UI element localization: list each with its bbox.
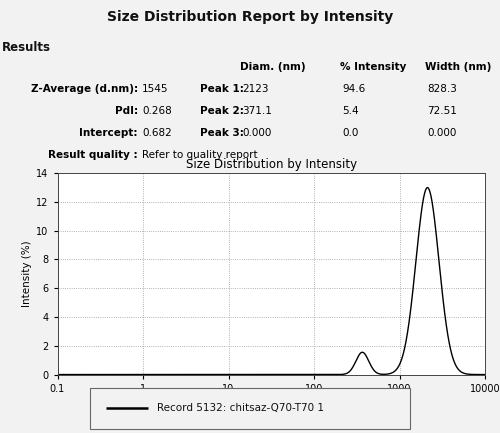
Text: Result quality :: Result quality : bbox=[48, 150, 138, 160]
FancyBboxPatch shape bbox=[90, 388, 410, 429]
Text: 2123: 2123 bbox=[242, 84, 268, 94]
Text: 0.682: 0.682 bbox=[142, 128, 172, 138]
Text: PdI:: PdI: bbox=[115, 106, 138, 116]
Y-axis label: Intensity (%): Intensity (%) bbox=[22, 241, 32, 307]
Text: Diam. (nm): Diam. (nm) bbox=[240, 61, 306, 71]
Text: Refer to quality report: Refer to quality report bbox=[142, 150, 258, 160]
Text: Width (nm): Width (nm) bbox=[425, 61, 492, 71]
Text: 0.000: 0.000 bbox=[242, 128, 272, 138]
Text: 371.1: 371.1 bbox=[242, 106, 272, 116]
Text: 0.000: 0.000 bbox=[427, 128, 456, 138]
Title: Size Distribution by Intensity: Size Distribution by Intensity bbox=[186, 158, 357, 171]
X-axis label: Size (d.nm): Size (d.nm) bbox=[242, 398, 301, 408]
Text: 1545: 1545 bbox=[142, 84, 169, 94]
Text: Results: Results bbox=[2, 42, 51, 55]
Text: Intercept:: Intercept: bbox=[80, 128, 138, 138]
Text: 94.6: 94.6 bbox=[342, 84, 365, 94]
Text: 0.0: 0.0 bbox=[342, 128, 358, 138]
Text: Peak 2:: Peak 2: bbox=[200, 106, 244, 116]
Text: Peak 1:: Peak 1: bbox=[200, 84, 244, 94]
Text: 72.51: 72.51 bbox=[427, 106, 457, 116]
Text: Size Distribution Report by Intensity: Size Distribution Report by Intensity bbox=[107, 10, 393, 24]
Text: % Intensity: % Intensity bbox=[340, 61, 406, 71]
Text: Record 5132: chitsaz-Q70-T70 1: Record 5132: chitsaz-Q70-T70 1 bbox=[157, 403, 324, 413]
Text: Peak 3:: Peak 3: bbox=[200, 128, 244, 138]
Text: 0.268: 0.268 bbox=[142, 106, 172, 116]
Text: 828.3: 828.3 bbox=[427, 84, 457, 94]
Text: Z-Average (d.nm):: Z-Average (d.nm): bbox=[31, 84, 138, 94]
Text: 5.4: 5.4 bbox=[342, 106, 358, 116]
